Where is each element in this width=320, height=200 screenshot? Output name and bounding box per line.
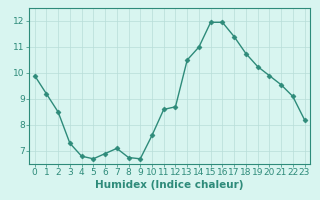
X-axis label: Humidex (Indice chaleur): Humidex (Indice chaleur) <box>95 180 244 190</box>
